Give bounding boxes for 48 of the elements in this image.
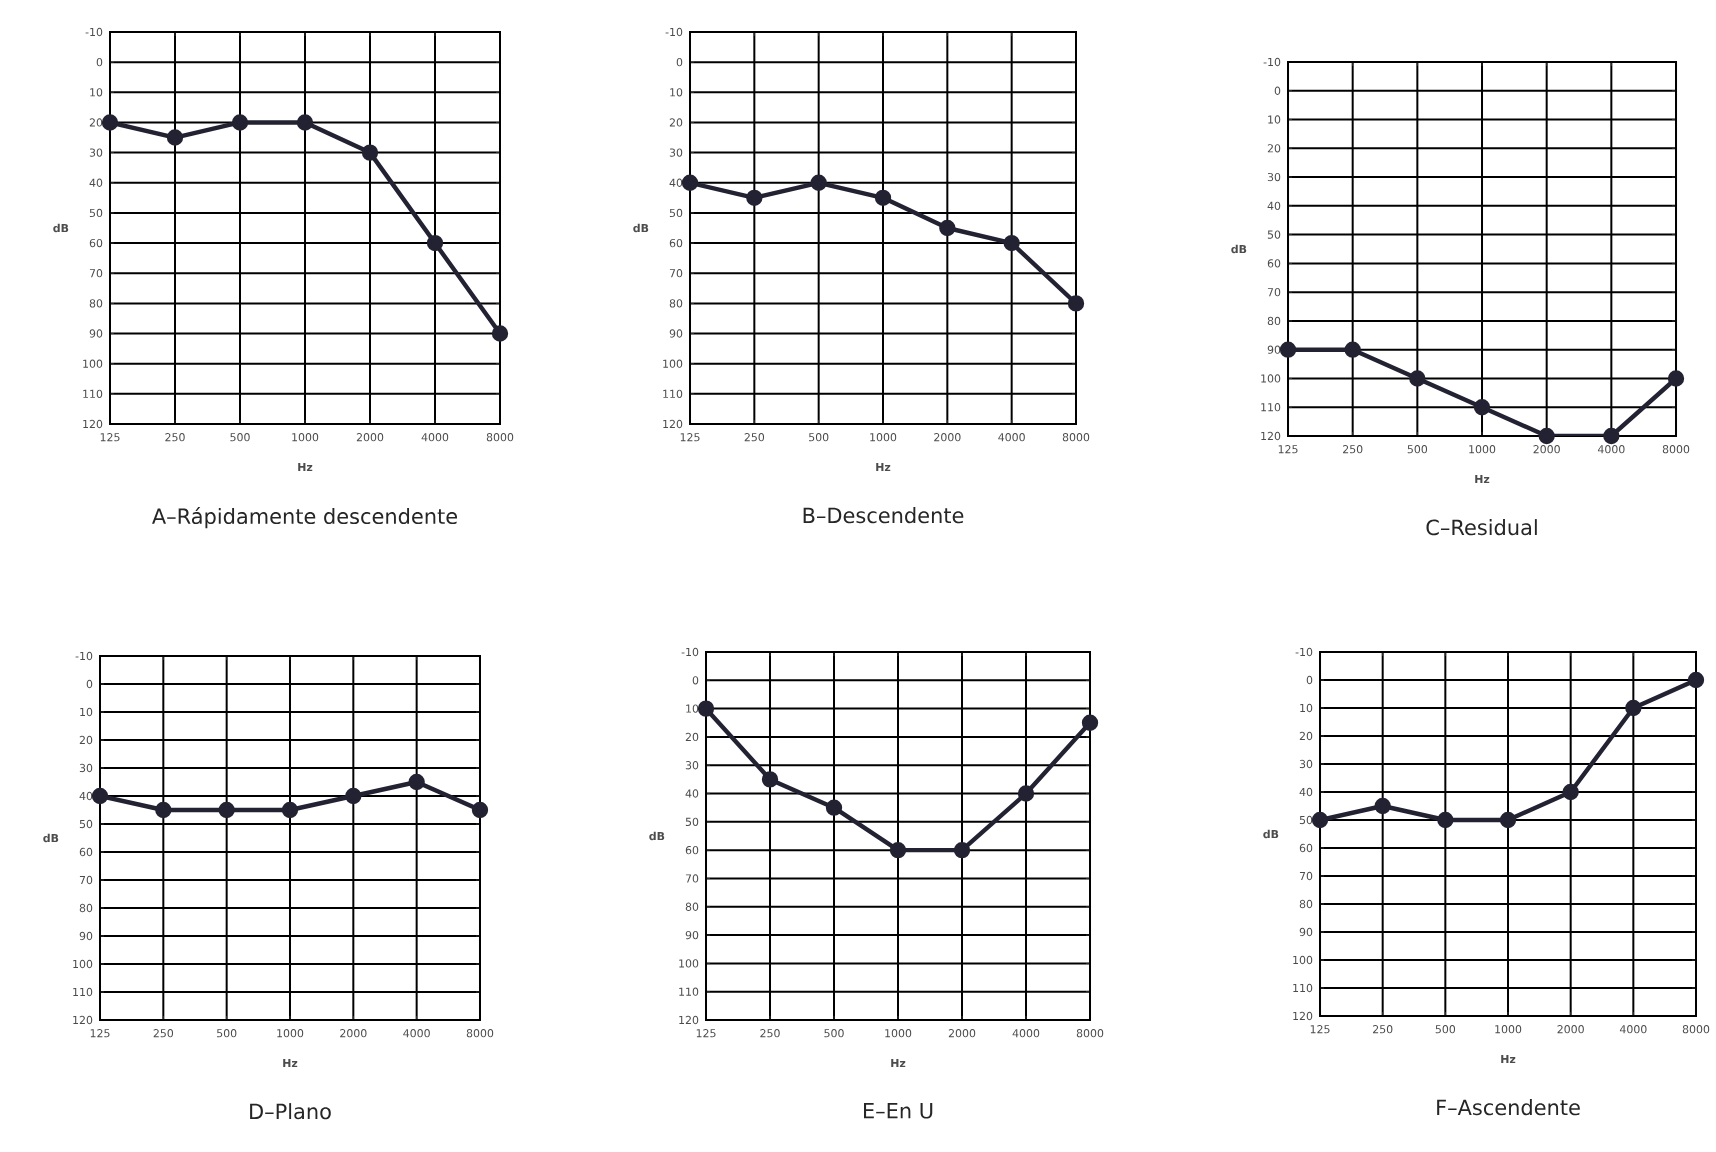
point <box>1667 370 1685 387</box>
point <box>1067 295 1085 312</box>
point <box>218 801 235 819</box>
point <box>681 174 699 191</box>
point <box>491 325 509 342</box>
point <box>1603 427 1620 445</box>
point <box>1687 671 1705 689</box>
point <box>155 801 172 819</box>
point <box>91 787 109 805</box>
point <box>166 129 184 146</box>
point <box>1017 785 1035 802</box>
point <box>761 771 779 788</box>
point <box>825 799 843 816</box>
point <box>939 219 956 237</box>
point <box>361 144 379 161</box>
point <box>889 841 907 859</box>
point <box>1538 427 1555 445</box>
text: C–Residual <box>1426 519 1537 536</box>
point <box>1003 234 1020 252</box>
point <box>1437 811 1454 829</box>
text: A–Rápidamente descendente <box>152 507 458 529</box>
point <box>281 801 299 819</box>
text: D–Plano <box>250 1103 331 1120</box>
point <box>1562 783 1579 801</box>
point <box>746 189 763 207</box>
text: E–En U <box>864 1103 933 1119</box>
point <box>231 114 249 131</box>
point <box>953 841 971 859</box>
point <box>1499 811 1517 829</box>
point <box>810 174 827 191</box>
point <box>1625 699 1642 717</box>
point <box>296 114 314 131</box>
text: B–Descendente <box>803 507 964 524</box>
point <box>1311 811 1329 829</box>
point <box>1344 341 1361 358</box>
point <box>408 773 425 791</box>
point <box>471 801 489 819</box>
point <box>1279 341 1297 358</box>
point <box>874 189 892 207</box>
point <box>1374 797 1391 815</box>
point <box>345 787 362 805</box>
point <box>426 234 444 252</box>
point <box>1473 399 1491 416</box>
point <box>1409 370 1426 387</box>
point <box>697 700 715 717</box>
text: F–Ascendente <box>1437 1099 1580 1116</box>
point <box>101 114 119 131</box>
point <box>1081 714 1099 731</box>
